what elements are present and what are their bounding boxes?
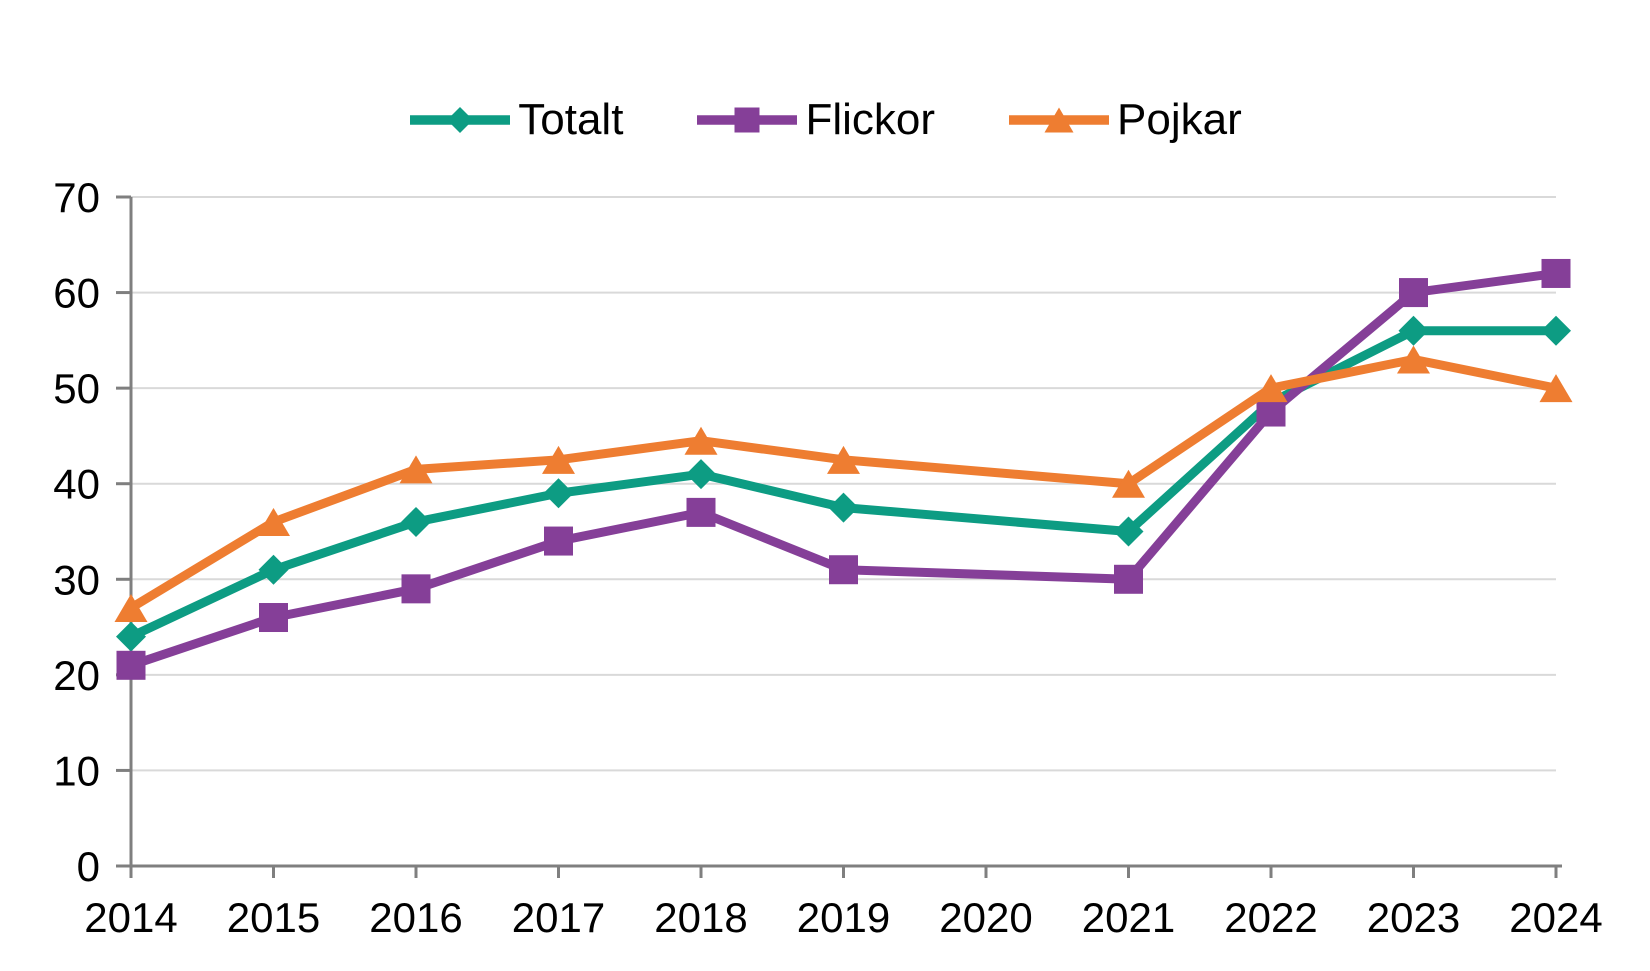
legend-key-triangle-icon (1009, 107, 1109, 133)
legend-label: Flickor (805, 95, 935, 144)
x-axis-label: 2024 (1509, 894, 1602, 941)
y-axis-label: 60 (53, 270, 100, 317)
chart-legend: Totalt Flickor Pojkar (0, 92, 1650, 148)
series-line-flickor (126, 268, 1561, 670)
marker-pojkar-2023 (1397, 345, 1430, 374)
series-totalt (116, 315, 1571, 652)
gridlines (131, 196, 1556, 772)
marker-flickor-2015 (259, 603, 288, 633)
marker-flickor-2017 (544, 526, 573, 556)
marker-pojkar-2014 (114, 593, 148, 622)
marker-totalt-2017 (543, 478, 574, 509)
marker-flickor-2021 (1114, 564, 1143, 594)
x-axis-label: 2018 (654, 894, 747, 941)
x-axis-label: 2021 (1082, 894, 1175, 941)
legend-item-totalt: Totalt (408, 98, 623, 142)
legend-marker-diamond (447, 107, 474, 133)
marker-pojkar-2022 (1254, 374, 1288, 403)
marker-flickor-2019 (829, 555, 858, 585)
marker-pojkar-2018 (684, 426, 718, 455)
x-axis-label: 2014 (84, 894, 177, 941)
legend-label: Pojkar (1117, 95, 1242, 144)
marker-totalt-2024 (1541, 315, 1571, 346)
x-axis-label: 2019 (797, 894, 890, 941)
marker-flickor-2022 (1256, 397, 1286, 427)
marker-pojkar-2019 (827, 445, 860, 474)
y-axis-labels: 0 10 20 30 40 50 60 70 (53, 174, 100, 890)
y-axis-label: 70 (53, 174, 100, 221)
axes (116, 195, 1562, 878)
x-axis-label: 2023 (1367, 894, 1460, 941)
legend-marker-triangle (1044, 107, 1074, 133)
x-axis-label: 2020 (939, 894, 1032, 941)
legend-item-pojkar: Pojkar (1007, 98, 1242, 142)
y-axis-label: 50 (53, 365, 100, 412)
marker-flickor-2023 (1399, 278, 1428, 308)
legend-marker-square (734, 107, 760, 133)
x-axis-label: 2022 (1224, 894, 1317, 941)
marker-flickor-2024 (1541, 258, 1571, 288)
marker-pojkar-2016 (399, 455, 433, 484)
marker-flickor-2018 (686, 497, 716, 527)
marker-pojkar-2017 (542, 445, 575, 474)
x-axis-labels: 2014 2015 2016 2017 2018 2019 2020 2021 2022 2023… (84, 894, 1602, 941)
x-axis-label: 2016 (369, 894, 462, 941)
series-line-totalt (126, 326, 1561, 642)
marker-flickor-2014 (116, 650, 146, 680)
y-axis-label: 40 (53, 461, 100, 508)
y-axis-label: 30 (53, 556, 100, 603)
legend-label: Totalt (518, 95, 624, 144)
series-line-pojkar (126, 354, 1561, 613)
y-axis-label: 0 (77, 843, 100, 890)
legend-item-flickor: Flickor (695, 98, 935, 142)
y-axis-label: 10 (53, 747, 100, 794)
x-axis-label: 2015 (227, 894, 320, 941)
marker-totalt-2018 (686, 459, 716, 490)
marker-totalt-2019 (828, 492, 859, 523)
marker-totalt-2021 (1113, 516, 1144, 547)
y-axis-label: 20 (53, 652, 100, 699)
marker-pojkar-2021 (1112, 469, 1145, 498)
marker-totalt-2023 (1398, 315, 1429, 346)
legend-key-diamond-icon (410, 107, 511, 133)
marker-pojkar-2024 (1539, 374, 1573, 403)
marker-flickor-2016 (401, 574, 431, 604)
marker-pojkar-2015 (257, 507, 290, 536)
marker-totalt-2016 (401, 506, 431, 537)
x-axis-label: 2017 (512, 894, 605, 941)
series-pojkar (114, 345, 1573, 622)
legend-key-square-icon (697, 107, 798, 133)
marker-totalt-2014 (116, 621, 146, 652)
marker-totalt-2015 (258, 554, 289, 585)
series-flickor (116, 258, 1571, 680)
